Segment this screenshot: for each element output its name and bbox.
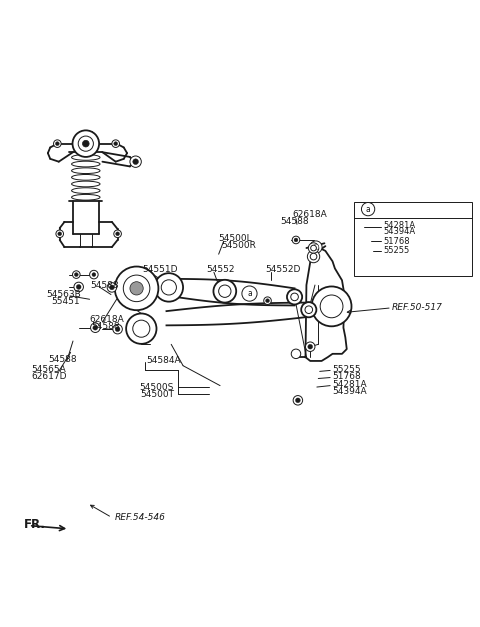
Circle shape: [296, 398, 300, 403]
Circle shape: [54, 140, 61, 147]
Circle shape: [363, 247, 371, 255]
Circle shape: [293, 396, 302, 405]
Circle shape: [363, 238, 369, 245]
Circle shape: [242, 286, 257, 301]
Text: 54563B: 54563B: [47, 290, 81, 299]
Circle shape: [301, 302, 316, 317]
Circle shape: [123, 275, 150, 302]
Circle shape: [291, 349, 301, 359]
Circle shape: [56, 230, 63, 238]
Circle shape: [294, 238, 298, 242]
Text: 54551D: 54551D: [142, 265, 177, 275]
Text: 54394A: 54394A: [333, 387, 367, 396]
Circle shape: [115, 327, 120, 332]
Circle shape: [361, 203, 375, 216]
Circle shape: [133, 320, 150, 337]
Text: 54552D: 54552D: [265, 265, 301, 275]
Bar: [354, 202, 472, 275]
Circle shape: [310, 253, 317, 260]
Circle shape: [287, 289, 302, 305]
Circle shape: [130, 156, 141, 167]
Circle shape: [91, 323, 100, 332]
Text: 62618A: 62618A: [292, 210, 327, 219]
Text: REF.54-546: REF.54-546: [114, 513, 165, 522]
Text: 54565A: 54565A: [31, 365, 66, 374]
Text: 54588: 54588: [91, 282, 119, 290]
Text: 55255: 55255: [384, 246, 409, 255]
Text: 54552: 54552: [206, 265, 234, 275]
Circle shape: [72, 271, 80, 278]
Circle shape: [312, 287, 351, 326]
Circle shape: [90, 270, 98, 279]
Text: FR.: FR.: [24, 518, 46, 530]
Text: 54584A: 54584A: [146, 356, 180, 366]
Circle shape: [360, 223, 368, 231]
Text: a: a: [247, 289, 252, 298]
Circle shape: [113, 324, 122, 334]
Text: 54588: 54588: [92, 322, 120, 331]
Text: 54394A: 54394A: [384, 228, 415, 236]
Circle shape: [320, 295, 343, 318]
Circle shape: [83, 140, 89, 147]
Circle shape: [112, 140, 120, 147]
Circle shape: [264, 297, 271, 305]
Circle shape: [265, 299, 269, 303]
Circle shape: [78, 136, 94, 151]
Circle shape: [114, 142, 118, 145]
Text: 54500S: 54500S: [139, 382, 174, 391]
Circle shape: [305, 306, 312, 314]
Circle shape: [292, 236, 300, 244]
Circle shape: [76, 285, 81, 289]
Circle shape: [310, 241, 322, 253]
Circle shape: [305, 342, 315, 352]
Circle shape: [362, 225, 366, 229]
Circle shape: [219, 285, 231, 297]
Text: 55451: 55451: [52, 297, 80, 306]
Circle shape: [72, 130, 99, 157]
Circle shape: [307, 250, 320, 263]
Circle shape: [313, 245, 319, 250]
Circle shape: [308, 243, 319, 253]
Text: a: a: [366, 204, 371, 214]
Circle shape: [93, 325, 97, 330]
Text: 54500T: 54500T: [140, 389, 174, 399]
Circle shape: [56, 142, 59, 145]
Text: 54281A: 54281A: [384, 221, 415, 229]
Circle shape: [109, 285, 114, 290]
Circle shape: [360, 236, 371, 246]
Circle shape: [58, 232, 61, 236]
Circle shape: [311, 245, 316, 251]
Text: 62618A: 62618A: [89, 315, 124, 324]
Circle shape: [107, 283, 117, 292]
Text: REF.50-517: REF.50-517: [392, 303, 443, 312]
Text: 54588: 54588: [48, 356, 76, 364]
Circle shape: [74, 273, 78, 277]
Circle shape: [116, 232, 120, 236]
Text: 54500R: 54500R: [221, 241, 256, 250]
Circle shape: [308, 344, 312, 349]
Text: 51768: 51768: [384, 237, 410, 246]
Circle shape: [130, 282, 143, 295]
Circle shape: [92, 273, 96, 277]
Text: 54500L: 54500L: [219, 234, 252, 243]
Circle shape: [291, 293, 299, 301]
Circle shape: [155, 273, 183, 302]
Circle shape: [115, 266, 158, 310]
Circle shape: [74, 282, 84, 292]
Circle shape: [360, 245, 373, 258]
Text: 55255: 55255: [333, 365, 361, 374]
Circle shape: [214, 280, 236, 303]
Circle shape: [133, 159, 138, 164]
Circle shape: [114, 230, 121, 238]
Text: 51768: 51768: [333, 372, 361, 381]
Text: 54281A: 54281A: [333, 380, 367, 389]
Circle shape: [126, 314, 156, 344]
Text: 54588: 54588: [280, 218, 309, 226]
Circle shape: [161, 280, 177, 295]
Text: 62617D: 62617D: [31, 372, 67, 381]
